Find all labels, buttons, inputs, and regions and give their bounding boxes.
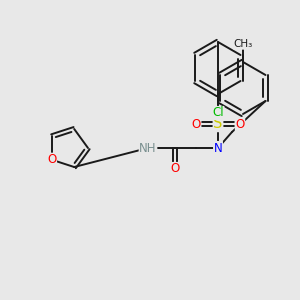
Text: O: O (47, 153, 56, 166)
Text: NH: NH (139, 142, 157, 154)
Text: O: O (236, 118, 244, 130)
Text: O: O (170, 163, 180, 176)
Text: S: S (213, 116, 223, 131)
Text: N: N (214, 142, 222, 154)
Text: CH₃: CH₃ (233, 39, 253, 49)
Text: O: O (191, 118, 201, 130)
Text: Cl: Cl (212, 106, 224, 119)
